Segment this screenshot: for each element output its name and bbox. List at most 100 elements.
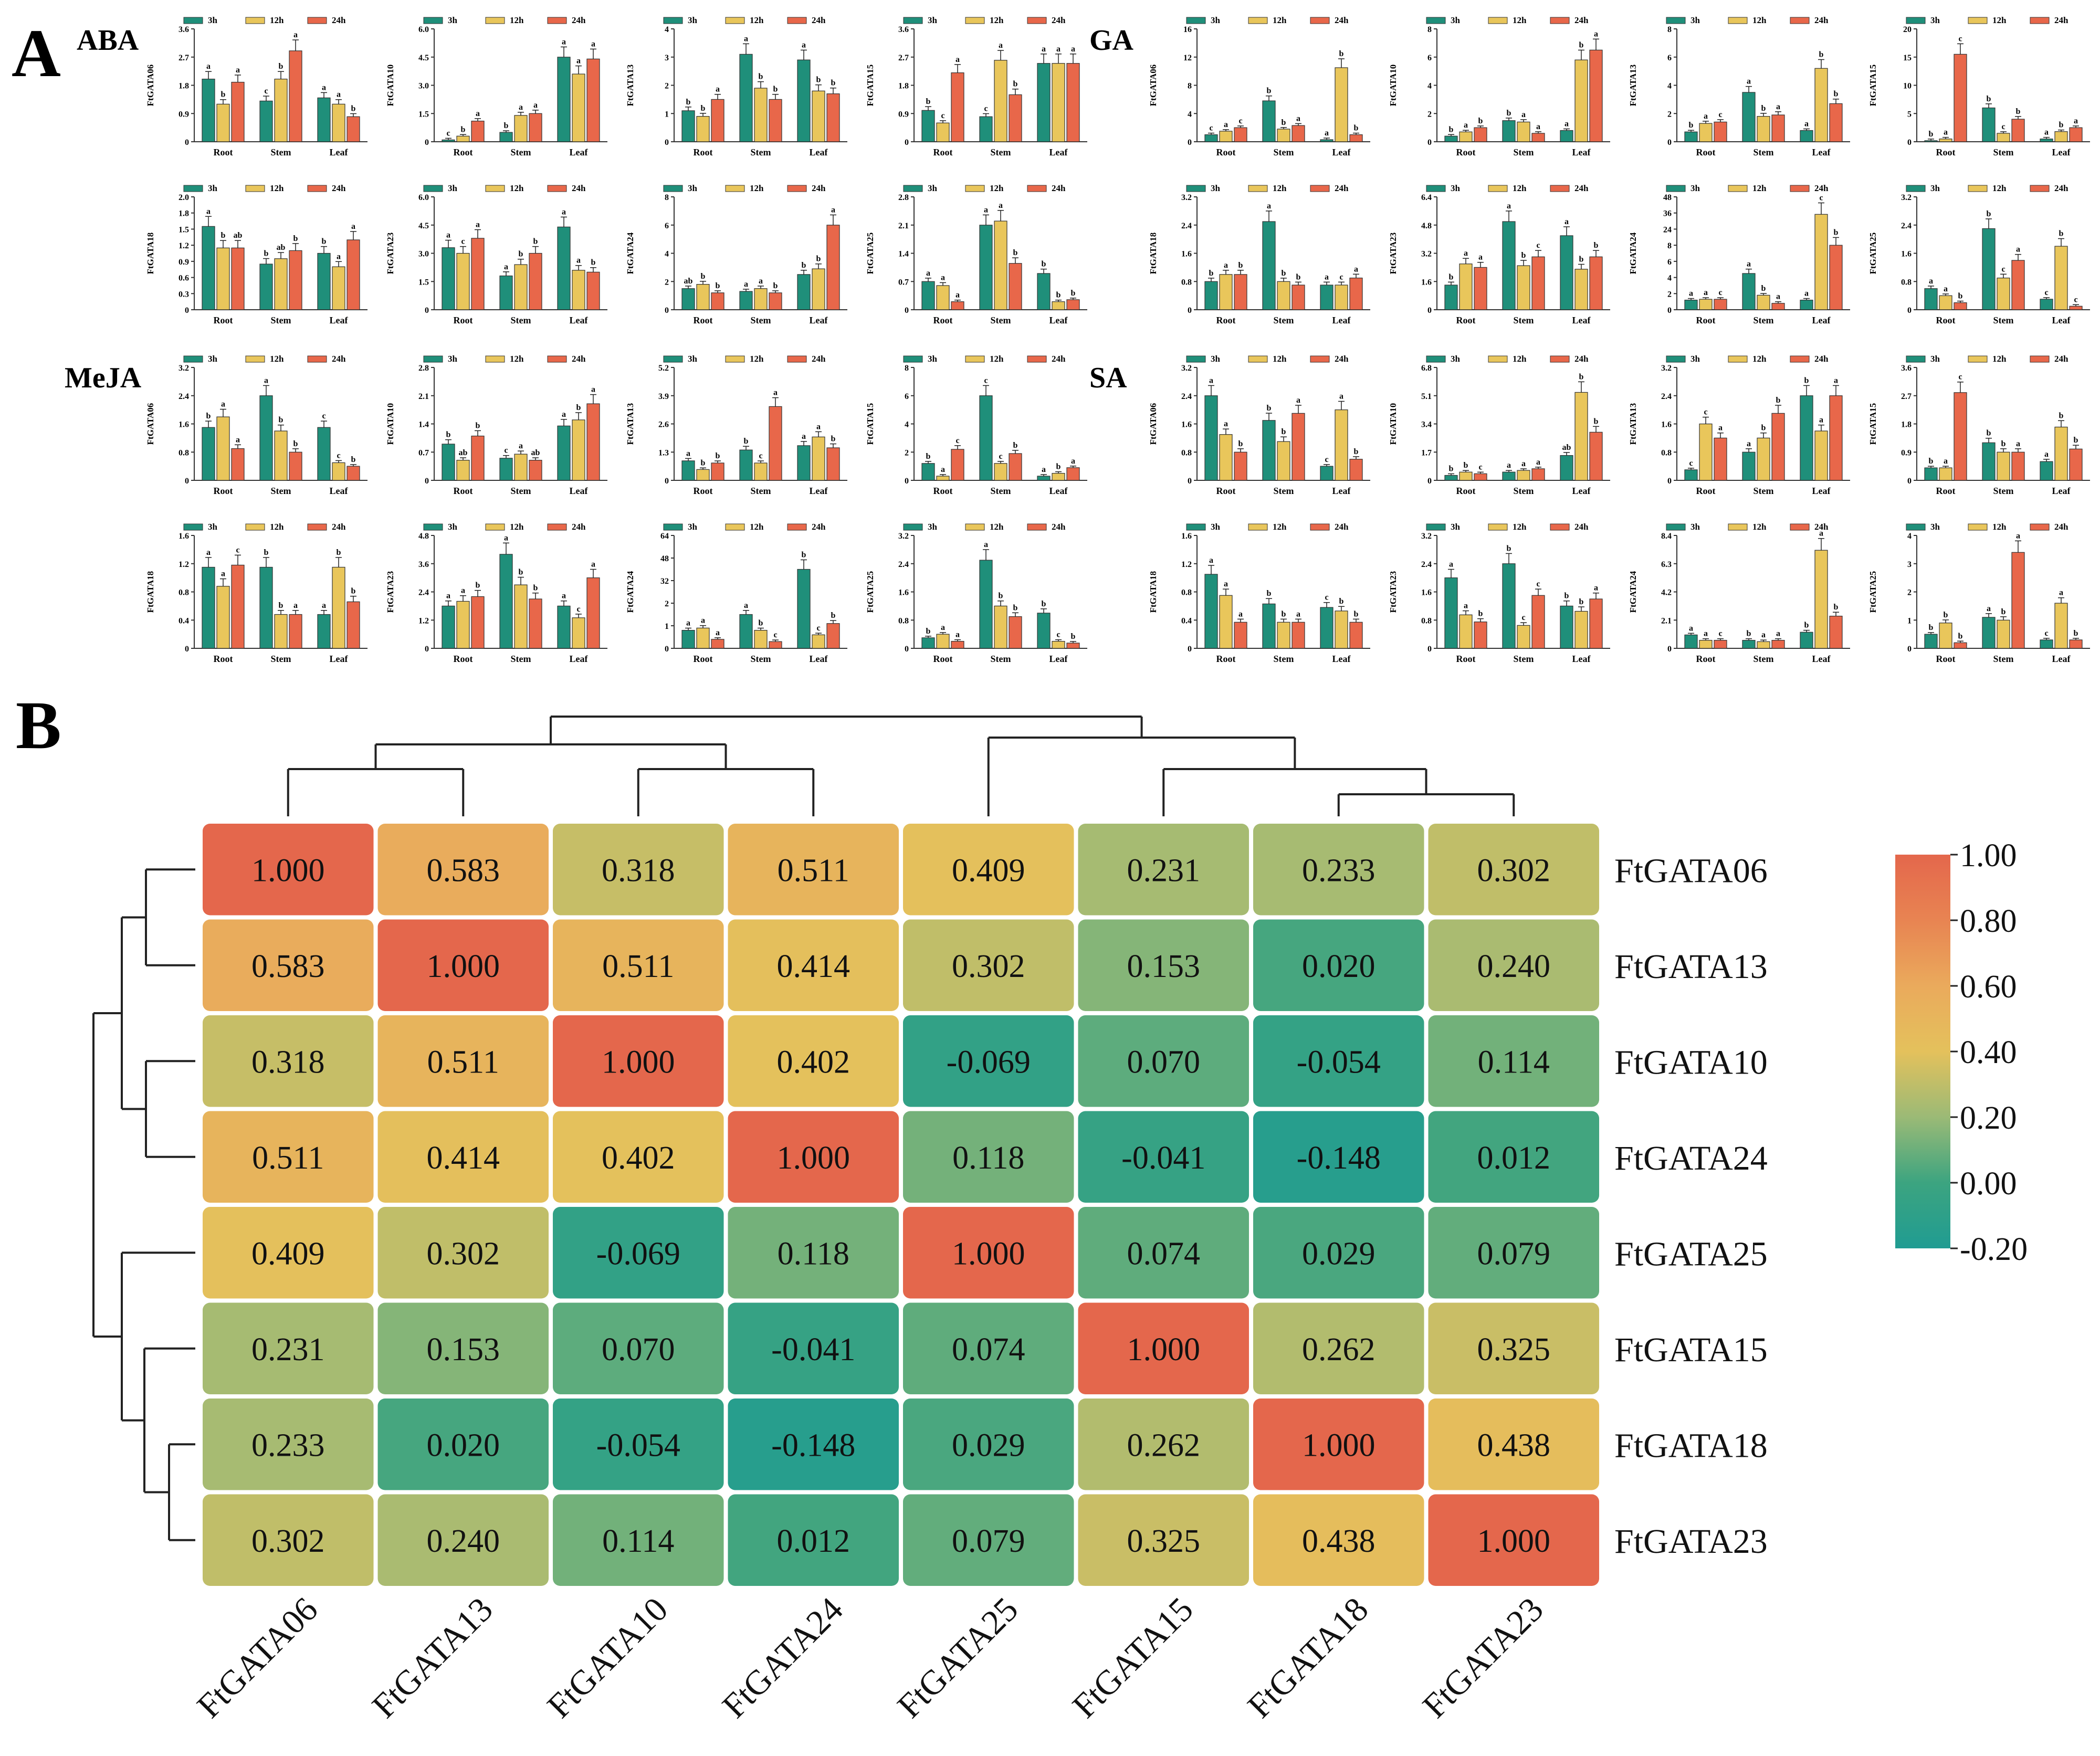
y-tick-label: 3.2 [1421,532,1432,541]
significance-letter: c [1238,117,1242,125]
significance-letter: a [1521,110,1526,119]
legend-label: 24h [1814,354,1829,364]
x-tick-label: Root [1936,147,1956,157]
y-tick-label: 1 [1907,616,1912,625]
group-label-aba: ABA [77,24,139,57]
bar [1771,114,1785,142]
colorbar-tick-label: 0.40 [1960,1035,2017,1070]
significance-letter: b [206,412,211,420]
heatmap-cell [553,1207,724,1299]
significance-letter: a [1464,602,1468,611]
bar [1939,139,1952,142]
x-tick-label: Root [214,147,233,157]
significance-letter: b [533,584,538,593]
significance-letter: a [206,207,211,216]
y-tick-label: 8.4 [1661,532,1672,541]
colorbar-tick-label: 0.80 [1960,903,2017,939]
heatmap-cell [203,1207,374,1299]
legend-swatch [1906,17,1926,24]
bar [1939,623,1952,649]
significance-letter: b [1579,40,1584,49]
legend-swatch [725,17,745,24]
y-tick-label: 4 [1667,274,1672,283]
bar [1459,264,1473,310]
bar-chart-sa-ftgata15: 3h 12h 24h 0 0.9 1.8 2.7 3.6 FtGATA15 b a c Root b b a S… [1868,354,2090,496]
legend-swatch [183,355,203,363]
significance-letter: b [1507,544,1511,553]
bar [1517,121,1530,142]
bar [1814,214,1828,310]
y-tick-label: 2.7 [898,54,909,62]
bar [289,50,302,142]
bar [231,564,245,649]
bar [2054,246,2068,310]
heatmap-cell [203,1494,374,1586]
legend-swatch [965,17,985,24]
significance-letter: c [941,111,944,120]
significance-letter: b [1449,272,1454,281]
y-axis-title: FtGATA23 [1388,571,1398,613]
y-axis-title: FtGATA15 [1868,65,1878,107]
x-tick-label: Leaf [1049,654,1068,664]
legend-label: 3h [1451,354,1461,364]
y-tick-label: 0 [1188,477,1192,486]
significance-letter: a [926,269,930,278]
significance-letter: a [999,201,1003,210]
y-axis-title: FtGATA06 [1148,65,1158,107]
significance-letter: c [1209,124,1213,133]
heatmap-value: 0.079 [1477,1236,1551,1271]
x-tick-label: Stem [1274,654,1294,664]
y-tick-label: 36 [1663,209,1672,218]
y-tick-label: 0 [1667,306,1672,315]
bar [936,122,950,142]
bar [1066,643,1080,649]
bar [1924,467,1938,481]
bar [2011,451,2025,481]
y-tick-label: 0 [665,645,669,654]
y-axis-title: FtGATA06 [145,65,155,107]
heatmap-value: 1.000 [1302,1427,1376,1463]
heatmap-cell [728,1399,899,1490]
legend-swatch [245,355,265,363]
bar [471,238,485,310]
y-tick-label: 0 [1188,306,1192,315]
legend-swatch [307,523,327,531]
colorbar-tick-label: 1.00 [1960,838,2017,874]
legend-swatch [1968,523,1988,531]
bar [202,566,215,649]
significance-letter: b [1761,424,1766,433]
significance-letter: b [1478,117,1483,125]
x-tick-label: Root [1936,315,1956,325]
heatmap-cell [377,1207,549,1299]
legend-label: 12h [510,522,524,532]
bar [1009,616,1022,649]
heatmap-value: 0.012 [777,1523,850,1559]
legend-swatch [1488,355,1508,363]
legend-swatch [1186,355,1206,363]
bar [1997,451,2010,481]
significance-letter: c [1689,459,1693,468]
significance-letter: b [1209,269,1214,278]
legend-swatch [1550,523,1570,531]
y-tick-label: 1.8 [898,82,909,91]
significance-letter: a [1507,461,1511,470]
significance-letter: c [816,624,820,633]
heatmap-cell [377,824,549,916]
legend-label: 24h [332,15,346,25]
bar [1234,274,1247,310]
legend-label: 12h [990,15,1004,25]
significance-letter: c [1478,462,1482,471]
bar [1502,563,1516,649]
bar [1757,437,1770,481]
bar [1320,466,1334,481]
heatmap-cell [553,1399,724,1490]
legend-label: 24h [1814,15,1829,25]
legend-label: 24h [812,15,826,25]
bar [1335,409,1348,481]
y-tick-label: 1 [665,622,669,631]
y-tick-label: 24 [1663,225,1672,234]
significance-letter: c [1819,193,1823,202]
heatmap-value: 0.233 [251,1427,325,1463]
bar [1954,392,1967,481]
legend-swatch [1906,185,1926,192]
